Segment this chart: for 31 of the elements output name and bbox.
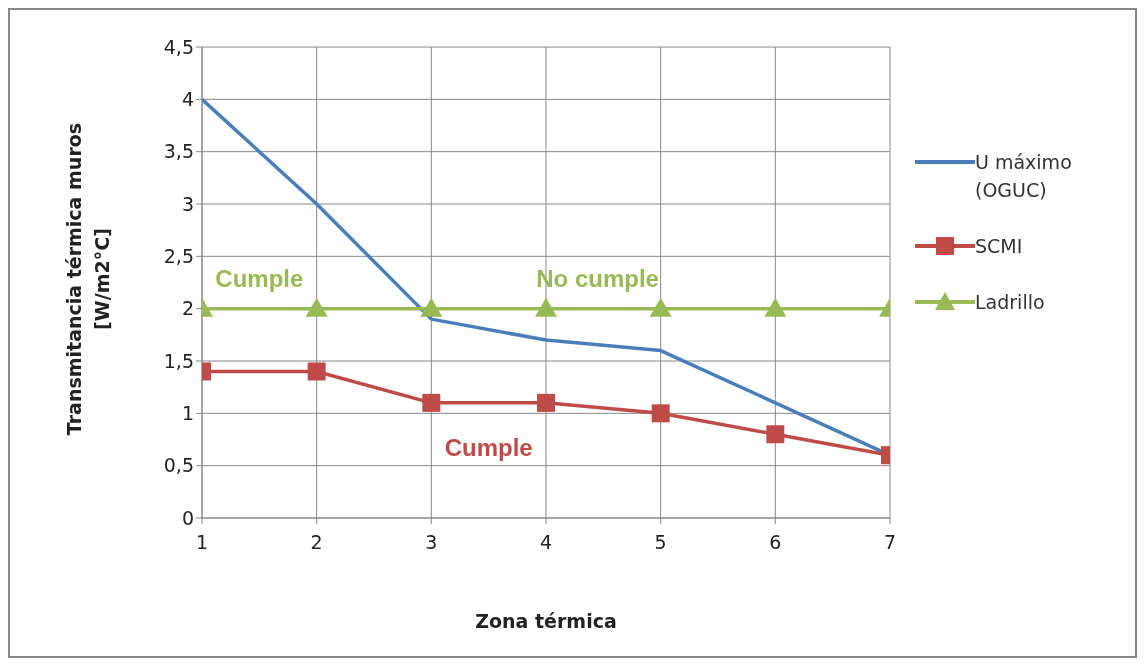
x-tick-label: 4 [539, 531, 553, 554]
y-tick-label: 0 [181, 506, 194, 529]
legend-label: U máximo (OGUC) [975, 150, 1073, 203]
point [651, 404, 670, 423]
y-tick-label: 1,5 [163, 349, 194, 372]
x-axis-title: Zona térmica [474, 610, 618, 632]
y-tick-label: 3,5 [163, 140, 194, 163]
point [535, 297, 557, 317]
x-tick-label: 5 [654, 531, 667, 554]
point [422, 393, 441, 412]
y-tick-label: 4,5 [163, 35, 194, 58]
legend-label: Ladrillo [975, 290, 1046, 315]
point [649, 297, 672, 317]
annotation: Cumple [215, 264, 304, 293]
x-tick-label: 3 [425, 531, 438, 554]
y-axis-title: Transmitancia térmica muros [W/m2°C] [62, 121, 114, 438]
x-tick-label: 2 [310, 531, 323, 554]
x-tick-label: 7 [883, 531, 897, 554]
y-tick-label: 2 [181, 297, 194, 320]
x-tick-label: 6 [769, 531, 782, 554]
y-tick-label: 3 [181, 192, 194, 215]
annotation: Cumple [444, 434, 533, 463]
point [537, 393, 555, 412]
annotation: No cumple [536, 264, 659, 293]
y-tick-label: 4 [181, 88, 194, 111]
y-tick-label: 1 [181, 402, 194, 425]
point [420, 297, 443, 317]
y-tick-label: 2,5 [163, 245, 194, 268]
x-tick-label: 1 [195, 531, 209, 554]
legend-label: SCMI [975, 234, 1024, 259]
y-tick-label: 0,5 [163, 454, 194, 477]
